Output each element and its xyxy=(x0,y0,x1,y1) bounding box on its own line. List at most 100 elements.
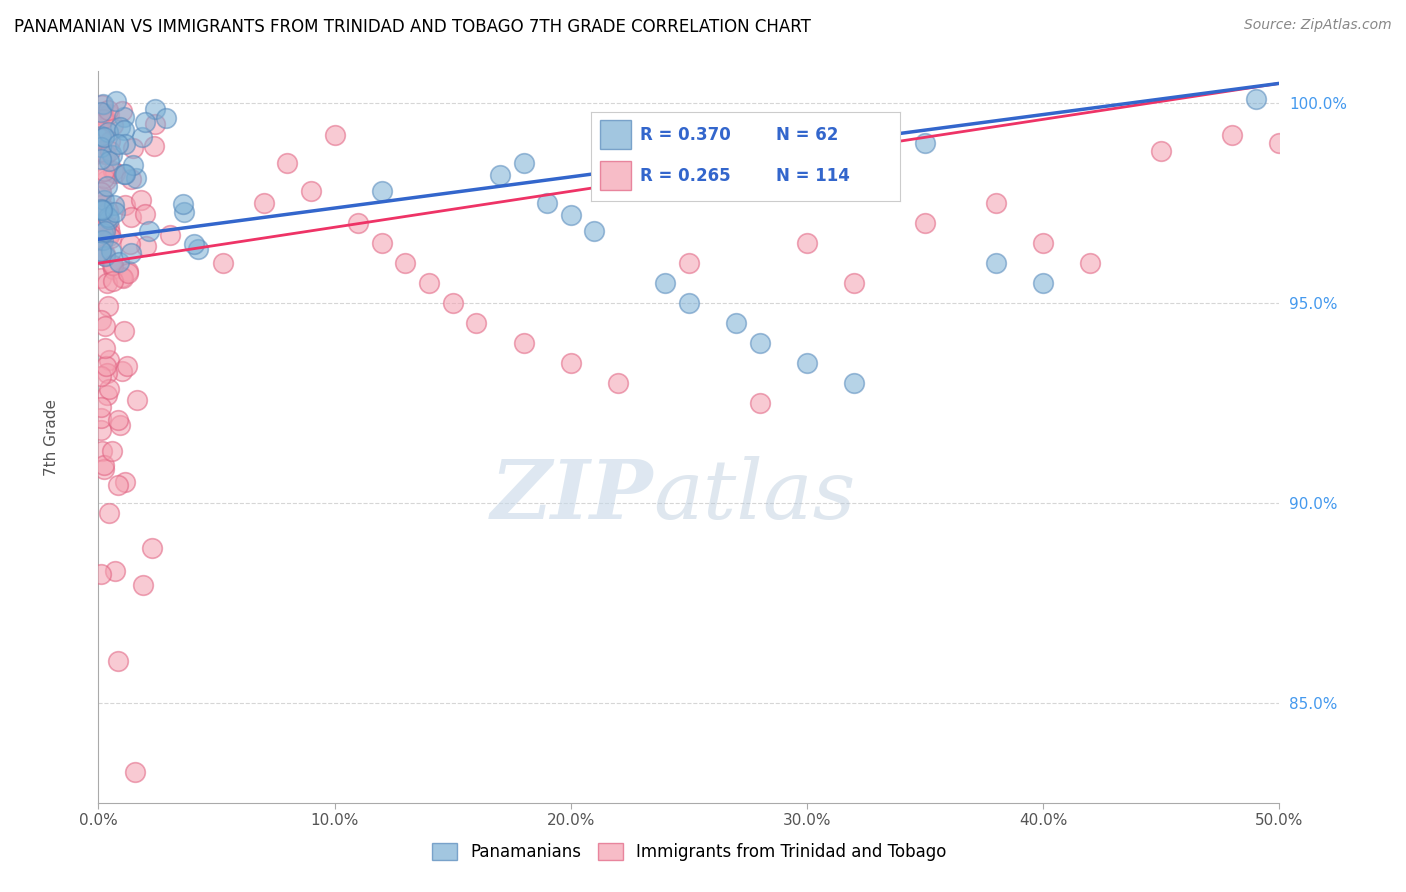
Point xyxy=(93,249,115,263)
Point xyxy=(96,276,118,290)
Point xyxy=(111,270,134,285)
Point xyxy=(90,313,112,327)
Point xyxy=(90,271,112,285)
Point xyxy=(94,319,117,334)
Point xyxy=(134,115,156,129)
Point xyxy=(489,169,512,183)
Point xyxy=(120,236,142,251)
Point xyxy=(93,461,115,475)
Point xyxy=(138,224,160,238)
Point xyxy=(108,120,131,135)
Point xyxy=(94,359,117,374)
Point xyxy=(914,136,936,151)
Text: atlas: atlas xyxy=(654,456,856,535)
Point xyxy=(90,233,112,247)
Point xyxy=(125,171,148,186)
Point xyxy=(90,400,112,414)
Point xyxy=(90,244,112,258)
Point xyxy=(110,364,132,378)
Point xyxy=(100,258,122,272)
Point xyxy=(654,276,676,290)
Point xyxy=(90,202,112,216)
Point xyxy=(114,475,136,489)
Point xyxy=(90,144,112,158)
Point xyxy=(678,296,700,310)
Point xyxy=(844,276,866,290)
Point xyxy=(323,128,346,143)
Point xyxy=(145,102,167,116)
Point xyxy=(90,106,112,120)
Point xyxy=(112,167,135,181)
Point xyxy=(93,129,115,144)
Point xyxy=(90,188,112,202)
Point xyxy=(512,156,534,170)
Point xyxy=(117,266,139,280)
Point xyxy=(94,147,117,161)
Point xyxy=(97,107,120,121)
Point xyxy=(94,219,117,233)
Point xyxy=(172,197,194,211)
Point xyxy=(108,417,131,432)
Point xyxy=(103,118,125,132)
Point xyxy=(371,184,394,198)
Point xyxy=(101,261,124,276)
Point xyxy=(117,264,139,278)
Point xyxy=(121,141,143,155)
Point xyxy=(97,103,120,117)
Point xyxy=(299,184,322,198)
Point xyxy=(725,316,748,330)
Point xyxy=(607,376,630,391)
Point xyxy=(111,103,134,118)
Point xyxy=(120,210,142,224)
Point xyxy=(98,226,121,240)
Point xyxy=(512,336,534,351)
Point xyxy=(98,353,121,368)
Point xyxy=(1268,136,1291,151)
Point xyxy=(108,255,131,269)
Point xyxy=(796,356,818,370)
Point xyxy=(114,198,136,212)
Point xyxy=(131,129,153,144)
Point xyxy=(1032,276,1054,290)
Point xyxy=(844,376,866,391)
Point xyxy=(394,256,416,270)
Point xyxy=(94,246,117,260)
Point xyxy=(129,193,152,207)
Point xyxy=(93,223,115,237)
Point xyxy=(90,566,112,581)
Point xyxy=(93,193,115,207)
Point xyxy=(90,130,112,145)
Point xyxy=(141,541,163,555)
Point xyxy=(93,458,115,472)
Point xyxy=(112,122,135,136)
Point xyxy=(465,316,488,330)
Point xyxy=(560,208,582,222)
Point xyxy=(253,196,276,211)
Point xyxy=(173,205,195,219)
Point xyxy=(155,111,177,125)
Point xyxy=(107,477,129,491)
Text: PANAMANIAN VS IMMIGRANTS FROM TRINIDAD AND TOBAGO 7TH GRADE CORRELATION CHART: PANAMANIAN VS IMMIGRANTS FROM TRINIDAD A… xyxy=(14,18,811,36)
Point xyxy=(90,185,112,199)
Point xyxy=(90,230,112,244)
Point xyxy=(114,110,136,124)
Point xyxy=(583,224,606,238)
Point xyxy=(93,341,115,355)
Text: N = 114: N = 114 xyxy=(776,167,851,185)
Point xyxy=(143,139,166,153)
Point xyxy=(90,152,112,166)
Point xyxy=(1150,145,1173,159)
Point xyxy=(94,222,117,236)
Point xyxy=(984,256,1007,270)
Point xyxy=(96,178,118,193)
Point xyxy=(748,396,770,410)
Point xyxy=(98,383,121,397)
Point xyxy=(1032,236,1054,251)
Point xyxy=(91,233,114,247)
Point xyxy=(112,324,135,338)
Point xyxy=(97,210,120,224)
Point xyxy=(98,135,121,149)
Point xyxy=(122,158,145,172)
Point xyxy=(984,196,1007,211)
Point xyxy=(101,274,124,288)
